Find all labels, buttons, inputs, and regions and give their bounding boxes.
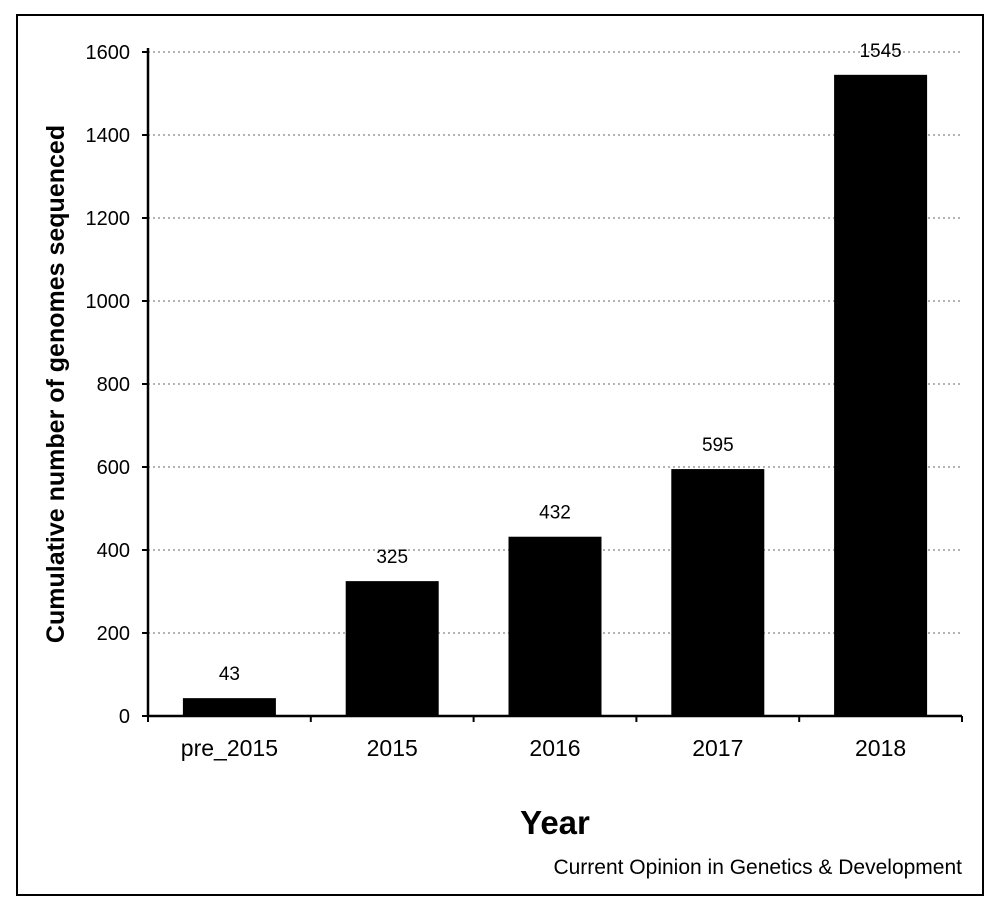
y-tick-label-1400: 1400 — [86, 125, 131, 147]
bar-2018 — [834, 74, 928, 716]
x-tick-label-2016: 2016 — [529, 735, 580, 761]
y-tick-label-200: 200 — [97, 623, 130, 645]
y-tick-label-1600: 1600 — [86, 42, 131, 64]
bar-2017 — [671, 469, 765, 716]
data-label-2016: 432 — [539, 503, 571, 524]
x-tick-label-2015: 2015 — [367, 735, 418, 761]
y-tick-label-1200: 1200 — [86, 208, 131, 230]
figure-frame — [16, 14, 984, 896]
axes — [142, 48, 963, 722]
x-tick-labels: pre_2015 2015 2016 2017 2018 — [181, 735, 906, 761]
data-label-2018: 1545 — [859, 41, 901, 62]
data-label-pre_2015: 43 — [219, 664, 240, 685]
data-label-2017: 595 — [702, 435, 734, 456]
y-tick-label-0: 0 — [119, 706, 130, 728]
y-tick-label-600: 600 — [97, 457, 130, 479]
y-tick-label-1000: 1000 — [86, 291, 131, 313]
data-label-2015: 325 — [376, 547, 408, 568]
x-tick-label-pre_2015: pre_2015 — [181, 735, 278, 761]
bar-2015 — [345, 581, 439, 716]
y-axis-title: Cumulative number of genomes sequenced — [42, 125, 70, 643]
bar-pre_2015 — [182, 698, 276, 716]
x-axis-title: Year — [520, 804, 590, 841]
y-tick-labels: 0 200 400 600 800 1000 1200 1400 1600 — [86, 42, 131, 728]
bar-2016 — [508, 536, 602, 716]
x-tick-label-2017: 2017 — [692, 735, 743, 761]
y-tick-label-400: 400 — [97, 540, 130, 562]
y-tick-label-800: 800 — [97, 374, 130, 396]
source-caption: Current Opinion in Genetics & Developmen… — [553, 856, 962, 879]
x-tick-label-2018: 2018 — [855, 735, 906, 761]
bars — [182, 74, 928, 716]
data-labels: 43 325 432 595 1545 — [219, 41, 902, 685]
